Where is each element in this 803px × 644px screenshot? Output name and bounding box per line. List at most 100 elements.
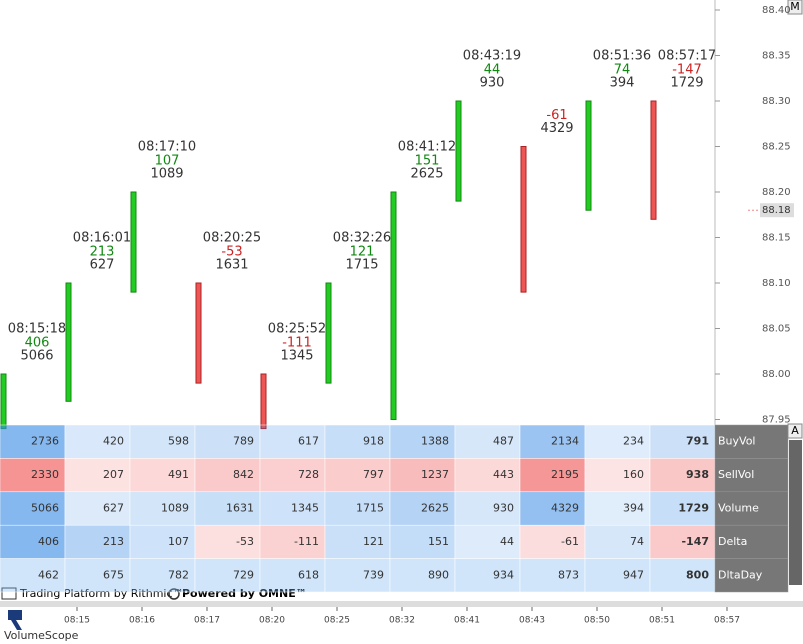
bar-time: 08:17:10 [138,140,196,155]
rithmic-icon [1,587,17,600]
bar-time: 08:20:25 [203,231,261,246]
table-value: 1388 [421,435,449,448]
table-cell [0,491,66,526]
bar-time: 08:57:17 [658,49,716,64]
candle-body [390,191,397,420]
table-cell [519,524,586,559]
table-value: 121 [363,535,384,548]
time-label: 08:41 [454,616,480,626]
bar-delta: 107 [155,154,180,169]
time-label: 08:25 [324,616,350,626]
table-cell [324,491,391,526]
table-cell [194,424,261,459]
last-price-box [760,203,794,218]
bar-volume: 930 [480,76,505,91]
table-cell [649,458,716,493]
time-axis-band [0,601,803,607]
table-cell [64,424,131,459]
table-cell [324,458,391,493]
table-cell [584,524,651,559]
table-value: 1729 [678,502,709,515]
table-cell [0,558,66,593]
bar-time: 08:32:26 [333,231,391,246]
table-value: 2134 [551,435,579,448]
table-value: 44 [500,535,514,548]
price-label: 87.95 [762,415,791,426]
bar-volume: 1089 [150,167,183,182]
table-value: -111 [294,535,319,548]
table-value: 1345 [291,502,319,515]
table-value: 1089 [161,502,189,515]
table-value: 617 [298,435,319,448]
table-value: 107 [168,535,189,548]
table-value: 2330 [31,468,59,481]
bar-delta: -53 [221,245,242,260]
table-cell [584,458,651,493]
table-value: 1237 [421,468,449,481]
table-cell [389,424,456,459]
table-value: 930 [493,502,514,515]
bar-time: 08:25:52 [268,322,326,337]
a-button-label: A [791,424,799,437]
candle-body [455,100,462,202]
table-cell [324,424,391,459]
table-value: 2625 [421,502,449,515]
bar-time: 08:51:36 [593,49,651,64]
table-value: 462 [38,568,59,581]
table-cell [584,491,651,526]
table-cell [64,458,131,493]
candle-body [0,373,7,430]
price-label: 88.15 [762,233,791,244]
bar-delta: 74 [614,63,631,78]
bar-delta: 406 [25,336,50,351]
table-value: -61 [561,535,579,548]
m-button[interactable] [787,0,803,15]
row-label-bg [714,424,789,459]
candle-body [195,282,202,384]
price-label: 88.10 [762,278,791,289]
table-cell [259,491,326,526]
rithmic-text: Trading Platform by Rithmic™ [19,587,184,600]
table-value: 675 [103,568,124,581]
table-cell [194,491,261,526]
table-value: 74 [630,535,644,548]
table-value: 934 [493,568,514,581]
table-value: 938 [686,468,709,481]
bar-time: 08:15:18 [8,322,66,337]
table-cell [0,424,66,459]
price-label: 88.05 [762,324,791,335]
table-cell [64,524,131,559]
table-cell [454,424,521,459]
bar-time: 08:43:19 [463,49,521,64]
price-label: 88.35 [762,51,791,62]
bar-volume: 2625 [410,167,443,182]
table-cell [259,458,326,493]
table-value: 151 [428,535,449,548]
bar-volume: 1631 [215,258,248,273]
table-cell [519,558,586,593]
table-value: 2195 [551,468,579,481]
table-value: 4329 [551,502,579,515]
row-label: Volume [718,502,759,515]
time-label: 08:32 [389,616,415,626]
bar-volume: 1345 [280,349,313,364]
table-value: 491 [168,468,189,481]
table-cell [129,458,196,493]
table-cell [649,491,716,526]
last-price-label: 88.18 [762,205,791,216]
table-value: 842 [233,468,254,481]
table-cell [649,424,716,459]
bar-delta: 44 [484,63,501,78]
time-label: 08:16 [129,616,155,626]
row-label: SellVol [718,468,754,481]
table-cell [584,424,651,459]
table-value: 947 [623,568,644,581]
time-label: 08:43 [519,616,545,626]
table-value: 213 [103,535,124,548]
time-label: 08:50 [584,616,610,626]
table-value: 2736 [31,435,59,448]
m-button-label: M [790,0,800,13]
bar-delta: 151 [415,154,440,169]
